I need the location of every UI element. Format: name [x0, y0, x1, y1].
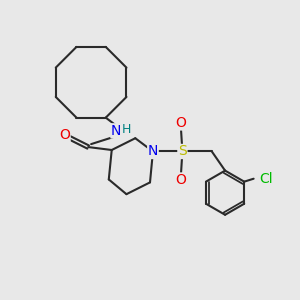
Text: O: O — [59, 128, 70, 142]
Text: O: O — [176, 173, 186, 187]
Text: S: S — [178, 145, 187, 158]
Text: Cl: Cl — [260, 172, 273, 186]
Text: H: H — [122, 123, 131, 136]
Text: N: N — [148, 145, 158, 158]
Text: O: O — [176, 116, 186, 130]
Text: N: N — [111, 124, 121, 138]
